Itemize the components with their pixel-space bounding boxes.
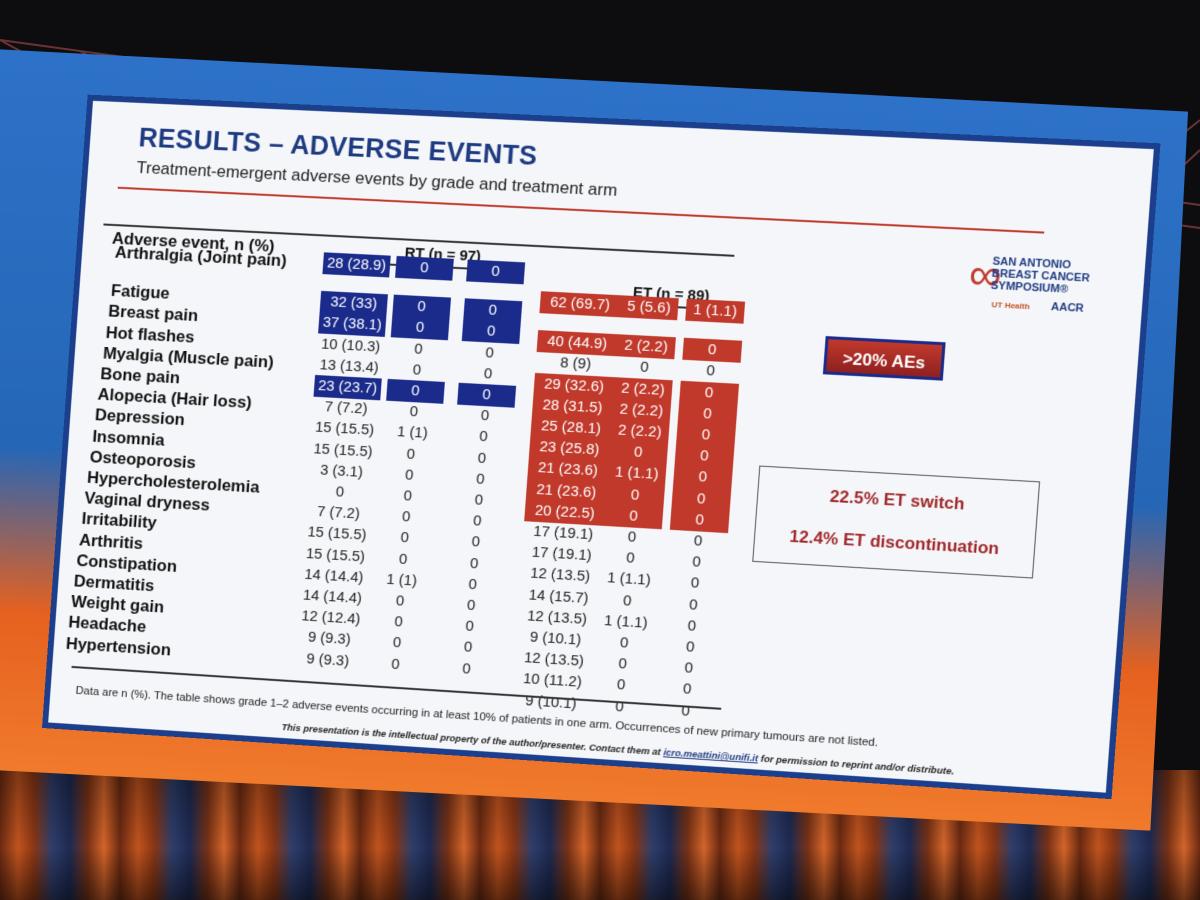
logo-text: SAN ANTONIO BREAST CANCER SYMPOSIUM® [990, 255, 1114, 298]
rt-cell: 9 (9.3) [294, 647, 362, 673]
et-cell: 62 (69.7) [539, 291, 620, 317]
presentation-slide: RESULTS – ADVERSE EVENTS Treatment-emerg… [42, 95, 1160, 800]
et-cell: 9 (10.1) [510, 689, 591, 716]
rt-cell: 0 [466, 260, 525, 285]
contact-email-link[interactable]: icro.meattini@unifi.it [663, 747, 759, 764]
rt-cell: 28 (28.9) [322, 252, 390, 277]
rt-cell: 0 [395, 256, 454, 281]
et-cell: 0 [656, 698, 716, 724]
over-20-percent-badge: >20% AEs [823, 336, 946, 381]
et-cell: 5 (5.6) [619, 295, 679, 320]
ut-health-logo: UT Health [991, 300, 1030, 311]
sabcs-logo: ∞ SAN ANTONIO BREAST CANCER SYMPOSIUM® U… [965, 250, 1115, 338]
aacr-logo: AACR [1051, 301, 1085, 315]
copyright-post: for permission to reprint and/or distrib… [758, 753, 955, 777]
et-cell: 1 (1.1) [685, 299, 745, 324]
et-discontinuation-text: 12.4% ET discontinuation [754, 525, 1034, 562]
event-label: Hypertension [65, 633, 172, 661]
et-switch-callout: 22.5% ET switch 12.4% ET discontinuation [752, 466, 1040, 579]
et-cell: 0 [590, 694, 650, 720]
rt-cell: 0 [366, 652, 425, 677]
et-switch-text: 22.5% ET switch [758, 483, 1038, 519]
rt-cell: 0 [437, 656, 496, 681]
